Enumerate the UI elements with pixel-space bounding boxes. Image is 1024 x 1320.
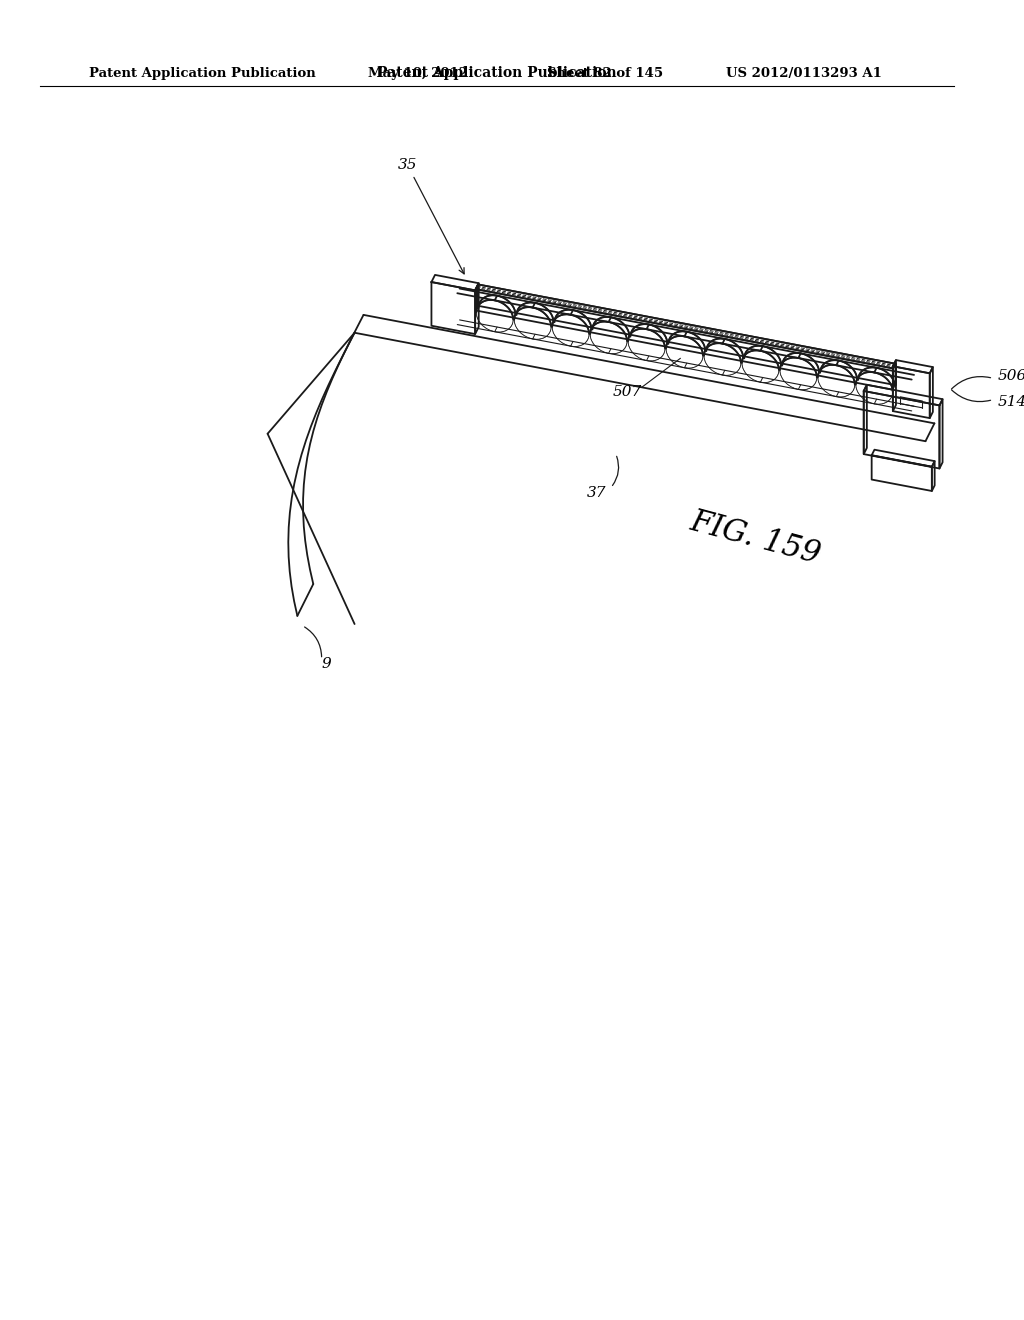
Text: 37: 37 — [587, 486, 606, 499]
Text: 35: 35 — [398, 158, 418, 172]
Text: Patent Application Publication: Patent Application Publication — [377, 66, 616, 81]
Text: US 2012/0113293 A1: US 2012/0113293 A1 — [726, 66, 882, 79]
Text: 506: 506 — [998, 370, 1024, 383]
Text: 9: 9 — [322, 657, 332, 672]
Text: Patent Application Publication: Patent Application Publication — [89, 66, 316, 79]
Text: May 10, 2012: May 10, 2012 — [368, 66, 468, 79]
Text: FIG. 159: FIG. 159 — [687, 506, 824, 570]
Text: 507: 507 — [612, 385, 642, 399]
Text: 514: 514 — [998, 396, 1024, 409]
Text: Sheet 82 of 145: Sheet 82 of 145 — [547, 66, 663, 79]
